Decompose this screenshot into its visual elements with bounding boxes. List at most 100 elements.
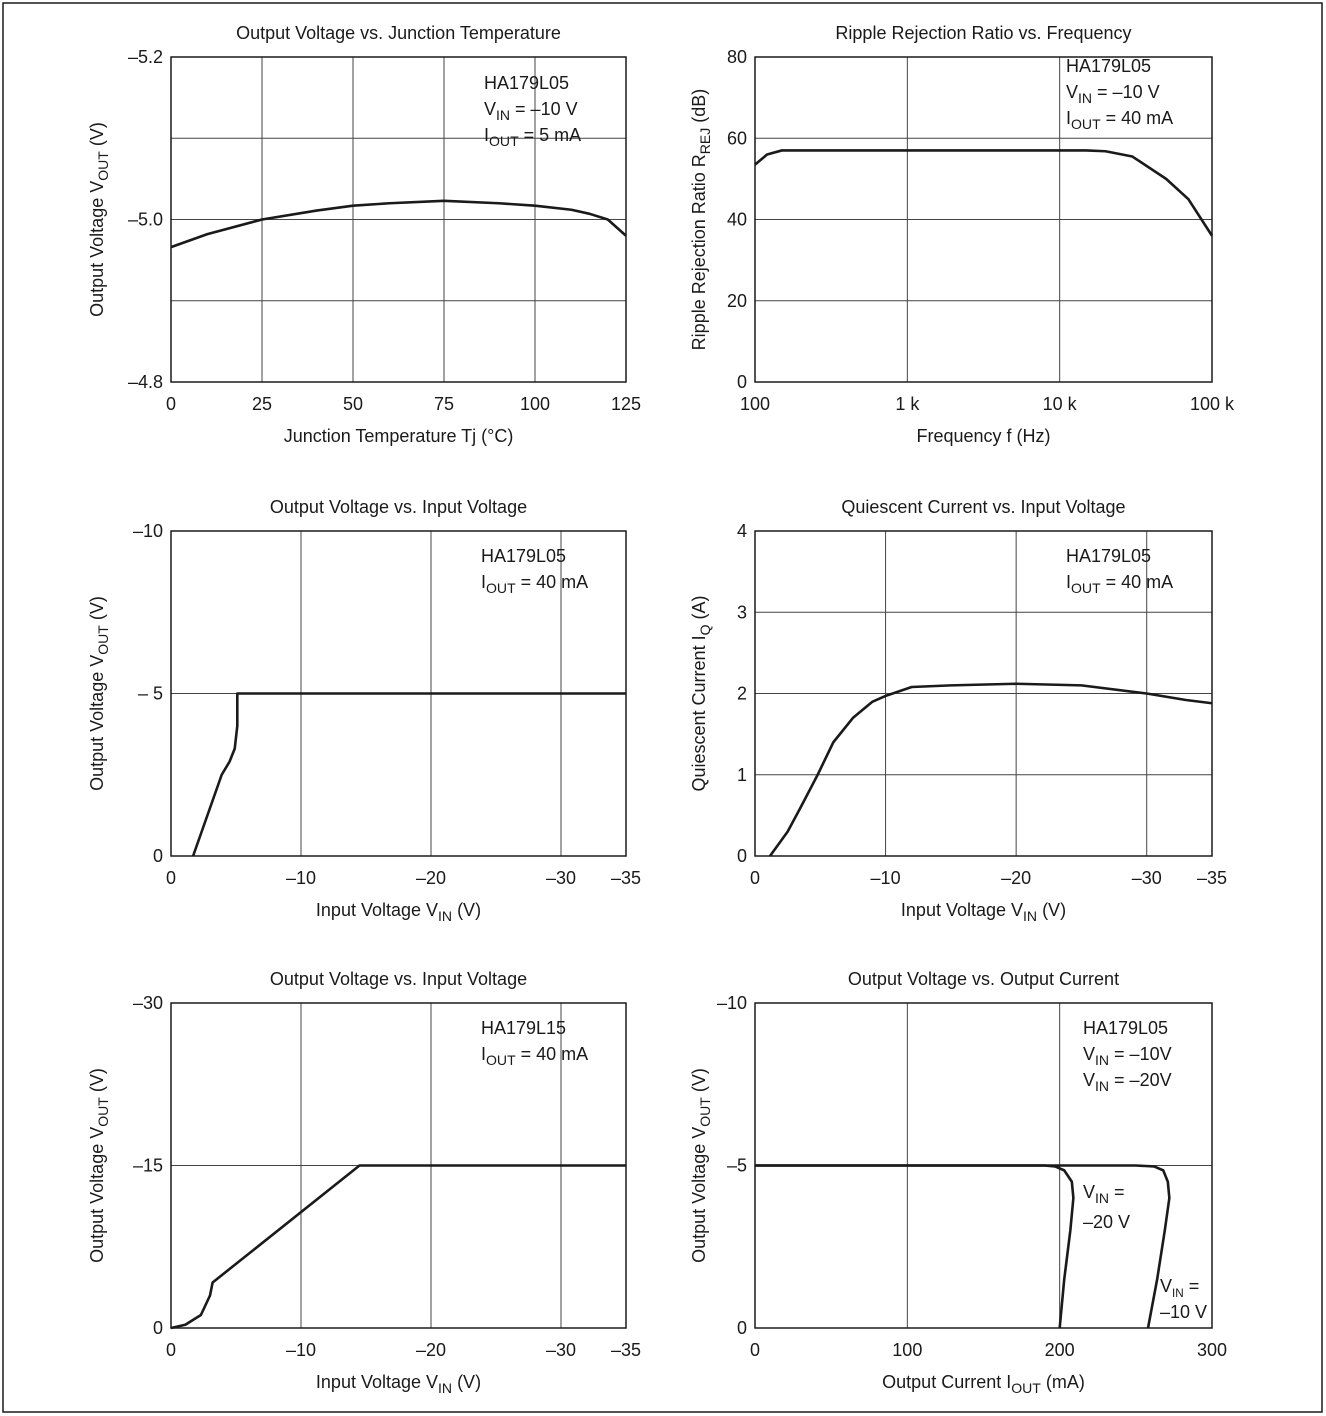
x-axis-label-part: (mA)	[1041, 1372, 1085, 1392]
y-tick-label: 80	[727, 47, 747, 67]
x-tick-label: 0	[166, 394, 176, 414]
x-axis-label: Input Voltage VIN (V)	[316, 900, 481, 924]
annotation-part: HA179L05	[481, 546, 566, 566]
plot-frame	[754, 56, 1213, 383]
x-axis-label-part: Output Current I	[882, 1372, 1011, 1392]
x-axis-label-part: (V)	[452, 900, 481, 920]
x-tick-label: 0	[166, 868, 176, 888]
annotation-part: = –10V	[1109, 1044, 1172, 1064]
x-tick-label: –35	[611, 1340, 641, 1360]
y-axis-label: Ripple Rejection Ratio RREJ (dB)	[689, 89, 713, 351]
annotation-part: IN	[496, 107, 510, 123]
data-line	[170, 199, 627, 249]
annotation-part: OUT	[486, 1052, 516, 1068]
y-axis-label-part: (A)	[689, 596, 709, 625]
annotation-part: = 5 mA	[519, 125, 582, 145]
annotation-part: I	[1066, 108, 1071, 128]
x-tick-label: 25	[252, 394, 272, 414]
x-tick-label: –10	[286, 868, 316, 888]
x-tick-label: 100 k	[1190, 394, 1235, 414]
x-axis-label-part: Frequency f (Hz)	[916, 426, 1050, 446]
x-tick-label: 300	[1197, 1340, 1227, 1360]
y-axis-label-part: Output Voltage V	[689, 1127, 709, 1263]
x-tick-label: –30	[1132, 868, 1162, 888]
series-label-part: –10 V	[1160, 1302, 1207, 1322]
chart-title: Output Voltage vs. Junction Temperature	[236, 23, 561, 43]
annotation-part: = –10 V	[1092, 82, 1160, 102]
y-axis-label-part: Ripple Rejection Ratio R	[689, 154, 709, 350]
x-tick-label: –10	[871, 868, 901, 888]
annotation-part: OUT	[1071, 580, 1101, 596]
y-tick-label: –5.2	[128, 47, 163, 67]
annotation-part: = 40 mA	[1101, 572, 1174, 592]
y-axis-label-part: Output Voltage V	[87, 655, 107, 791]
chart-title: Output Voltage vs. Input Voltage	[270, 497, 527, 517]
chart-title: Ripple Rejection Ratio vs. Frequency	[835, 23, 1131, 43]
series-label-part: IN	[1095, 1190, 1109, 1206]
y-tick-label: 0	[153, 1318, 163, 1338]
annotation: IOUT = 40 mA	[481, 1044, 588, 1068]
annotation-part: HA179L15	[481, 1018, 566, 1038]
series-label-part: –20 V	[1083, 1212, 1130, 1232]
y-axis-label: Output Voltage VOUT (V)	[87, 1068, 111, 1263]
x-tick-label: –20	[416, 1340, 446, 1360]
annotation-part: I	[481, 1044, 486, 1064]
x-axis-label-part: IN	[438, 1380, 452, 1396]
y-tick-label: –10	[717, 993, 747, 1013]
y-tick-label: 0	[153, 846, 163, 866]
y-axis-label-part: (V)	[689, 1068, 709, 1097]
x-axis-label-part: Junction Temperature Tj (°C)	[284, 426, 514, 446]
x-axis-label-part: (V)	[1037, 900, 1066, 920]
x-axis-label-part: (V)	[452, 1372, 481, 1392]
annotation-part: = –10 V	[510, 99, 578, 119]
y-tick-label: –15	[133, 1156, 163, 1176]
x-tick-label: –35	[611, 868, 641, 888]
data-line	[191, 692, 626, 857]
y-axis-label: Output Voltage VOUT (V)	[689, 1068, 713, 1263]
y-tick-label: 60	[727, 128, 747, 148]
annotation-part: IN	[1095, 1078, 1109, 1094]
x-axis-label: Output Current IOUT (mA)	[882, 1372, 1085, 1396]
annotation: IOUT = 5 mA	[484, 125, 581, 149]
x-tick-label: –35	[1197, 868, 1227, 888]
y-axis-label-part: OUT	[95, 151, 111, 181]
x-axis-label: Input Voltage VIN (V)	[901, 900, 1066, 924]
y-axis-label-part: (V)	[87, 122, 107, 151]
y-tick-label: 0	[737, 372, 747, 392]
y-axis-label-part: Output Voltage V	[87, 1127, 107, 1263]
x-tick-label: 0	[750, 868, 760, 888]
y-axis-label-part: (dB)	[689, 89, 709, 128]
annotation-part: V	[1083, 1070, 1095, 1090]
annotation-part: OUT	[486, 580, 516, 596]
annotation-part: = 40 mA	[516, 1044, 589, 1064]
series-label: –20 V	[1083, 1212, 1130, 1232]
data-line	[768, 682, 1213, 857]
y-axis-label-part: Q	[697, 624, 713, 635]
annotation-part: = –20V	[1109, 1070, 1172, 1090]
x-tick-label: –30	[546, 1340, 576, 1360]
y-tick-label: –5	[727, 1156, 747, 1176]
series-label-part: IN	[1172, 1287, 1184, 1300]
x-tick-label: –20	[1001, 868, 1031, 888]
y-tick-label: – 5	[138, 684, 163, 704]
annotation-part: = 40 mA	[1101, 108, 1174, 128]
y-axis-label-part: OUT	[95, 625, 111, 655]
x-tick-label: –10	[286, 1340, 316, 1360]
x-axis-label: Input Voltage VIN (V)	[316, 1372, 481, 1396]
annotation-part: V	[484, 99, 496, 119]
annotation-part: HA179L05	[484, 73, 569, 93]
annotation-part: V	[1083, 1044, 1095, 1064]
annotation: HA179L05	[1066, 56, 1151, 76]
y-tick-label: –5.0	[128, 210, 163, 230]
annotation-part: I	[1066, 572, 1071, 592]
x-tick-label: 1 k	[895, 394, 920, 414]
annotation: VIN = –10 V	[1066, 82, 1160, 106]
annotation-part: OUT	[1071, 116, 1101, 132]
x-tick-label: 100	[740, 394, 770, 414]
y-axis-label: Quiescent Current IQ (A)	[689, 596, 713, 792]
annotation: HA179L05	[484, 73, 569, 93]
series-label: –10 V	[1160, 1302, 1207, 1322]
x-tick-label: 50	[343, 394, 363, 414]
